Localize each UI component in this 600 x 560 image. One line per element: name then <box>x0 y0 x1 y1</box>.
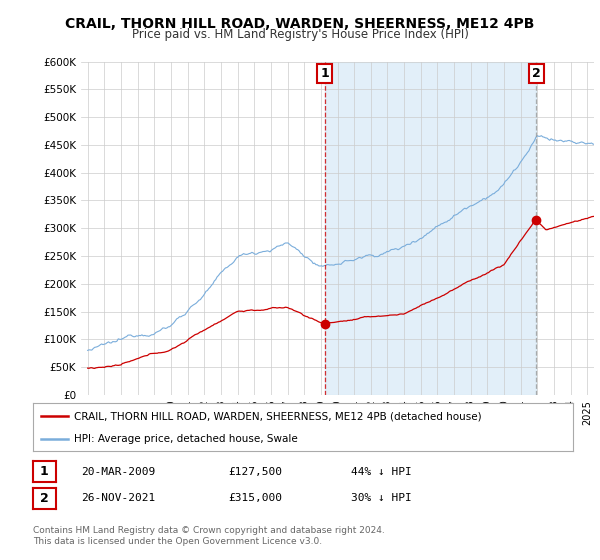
Text: 30% ↓ HPI: 30% ↓ HPI <box>351 493 412 503</box>
Text: 1: 1 <box>40 465 49 478</box>
Text: CRAIL, THORN HILL ROAD, WARDEN, SHEERNESS, ME12 4PB: CRAIL, THORN HILL ROAD, WARDEN, SHEERNES… <box>65 17 535 31</box>
Text: 2: 2 <box>40 492 49 505</box>
Bar <box>325 62 536 395</box>
Text: 1: 1 <box>320 67 329 80</box>
Text: CRAIL, THORN HILL ROAD, WARDEN, SHEERNESS, ME12 4PB (detached house): CRAIL, THORN HILL ROAD, WARDEN, SHEERNES… <box>74 411 481 421</box>
Text: HPI: Average price, detached house, Swale: HPI: Average price, detached house, Swal… <box>74 434 297 444</box>
Text: £315,000: £315,000 <box>228 493 282 503</box>
Text: Price paid vs. HM Land Registry's House Price Index (HPI): Price paid vs. HM Land Registry's House … <box>131 28 469 41</box>
Text: £127,500: £127,500 <box>228 466 282 477</box>
Text: Contains HM Land Registry data © Crown copyright and database right 2024.
This d: Contains HM Land Registry data © Crown c… <box>33 526 385 546</box>
Text: 44% ↓ HPI: 44% ↓ HPI <box>351 466 412 477</box>
Text: 26-NOV-2021: 26-NOV-2021 <box>81 493 155 503</box>
Text: 2: 2 <box>532 67 541 80</box>
Text: 20-MAR-2009: 20-MAR-2009 <box>81 466 155 477</box>
